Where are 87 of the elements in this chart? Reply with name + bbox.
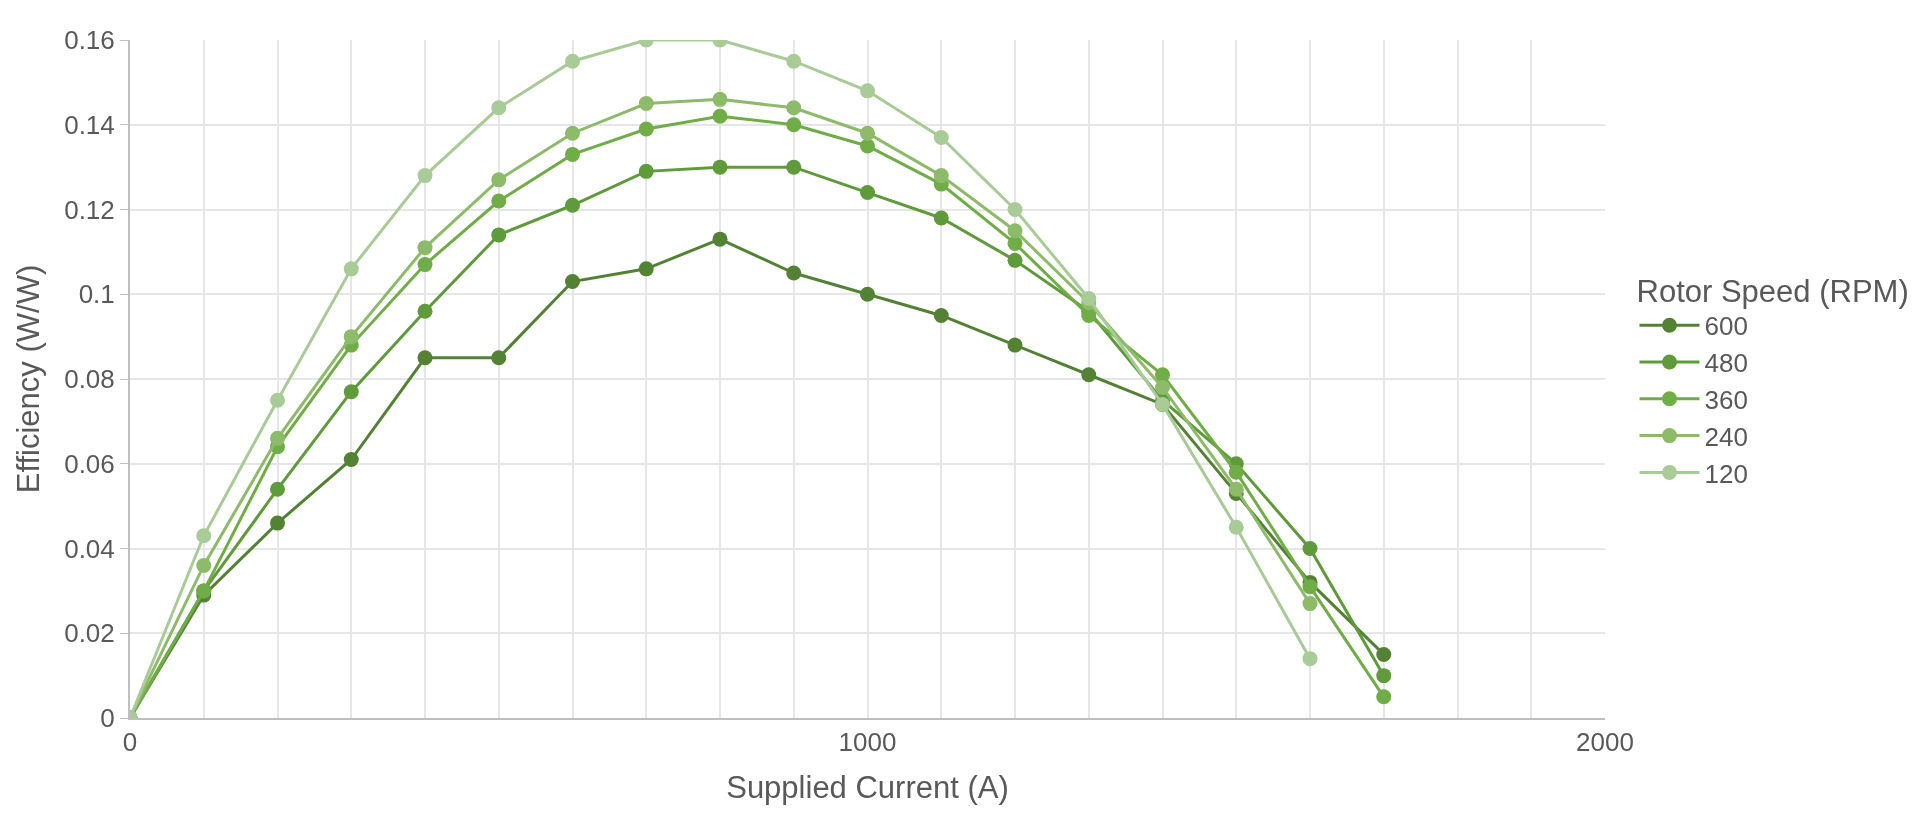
point [1228, 519, 1244, 535]
point [1228, 464, 1244, 480]
point [343, 384, 359, 400]
point [1081, 367, 1097, 383]
point [417, 303, 433, 319]
point [565, 197, 580, 213]
x-tick-label: 2000 [1576, 727, 1634, 758]
point [860, 138, 875, 154]
point [270, 515, 285, 531]
y-tick-label: 0.02 [64, 618, 115, 649]
point [1007, 202, 1023, 217]
x-tick-label: 1000 [838, 727, 897, 758]
legend-title: Rotor Speed (RPM) [1636, 273, 1909, 309]
point [638, 96, 654, 112]
point [860, 185, 875, 201]
point [1302, 651, 1318, 667]
point [417, 168, 433, 184]
point [343, 329, 359, 345]
point [712, 231, 728, 247]
y-tick-label: 0.1 [78, 279, 115, 310]
y-tick-label: 0 [100, 703, 115, 734]
point [343, 452, 359, 467]
point [786, 100, 802, 116]
point [417, 257, 433, 273]
point [1155, 367, 1170, 383]
point [270, 430, 285, 446]
point [638, 163, 654, 179]
point [491, 100, 507, 116]
point [565, 53, 580, 69]
point [1302, 579, 1318, 595]
point [491, 350, 507, 366]
legend-label: 120 [1704, 458, 1748, 489]
point [196, 528, 212, 544]
legend-label: 360 [1704, 384, 1748, 415]
point [786, 53, 802, 69]
point [786, 265, 802, 281]
point [933, 307, 949, 323]
point [1155, 379, 1170, 395]
point [1376, 689, 1392, 705]
point [491, 172, 507, 188]
point [1007, 337, 1023, 353]
y-tick-label: 0.16 [64, 25, 115, 56]
point [638, 261, 654, 277]
point [417, 350, 433, 366]
point [638, 121, 654, 137]
point [565, 274, 580, 290]
point [491, 227, 507, 243]
x-tick-label: 0 [122, 727, 138, 758]
point [270, 392, 285, 408]
point [1007, 235, 1023, 251]
point [491, 193, 507, 209]
point [270, 481, 285, 497]
point [343, 261, 359, 277]
y-tick-label: 0.06 [64, 448, 115, 479]
point [933, 129, 949, 145]
legend-label: 600 [1704, 311, 1748, 342]
y-tick-label: 0.08 [64, 364, 115, 395]
point [196, 557, 212, 573]
point [860, 83, 875, 99]
point [1007, 252, 1023, 268]
point [786, 159, 802, 175]
y-tick-label: 0.12 [64, 194, 115, 225]
point [565, 146, 580, 162]
y-tick-label: 0.14 [64, 109, 115, 140]
point [417, 240, 433, 256]
point [860, 286, 875, 302]
point [860, 125, 875, 141]
point [1302, 541, 1318, 556]
legend-label: 240 [1704, 421, 1748, 452]
point [1228, 481, 1244, 497]
point [1081, 307, 1097, 323]
point [933, 168, 949, 184]
point [712, 91, 728, 107]
y-tick-label: 0.04 [64, 533, 115, 564]
x-axis-title: Supplied Current (A) [726, 769, 1009, 805]
point [1302, 596, 1318, 612]
legend-label: 480 [1704, 348, 1748, 379]
point [1007, 223, 1023, 239]
point [712, 108, 728, 124]
point [565, 125, 580, 141]
y-axis-title: Efficiency (W/W) [11, 264, 47, 494]
point [1376, 646, 1392, 662]
point [933, 210, 949, 226]
point [1081, 290, 1097, 306]
point [712, 159, 728, 175]
point [1376, 668, 1392, 684]
point [786, 117, 802, 133]
